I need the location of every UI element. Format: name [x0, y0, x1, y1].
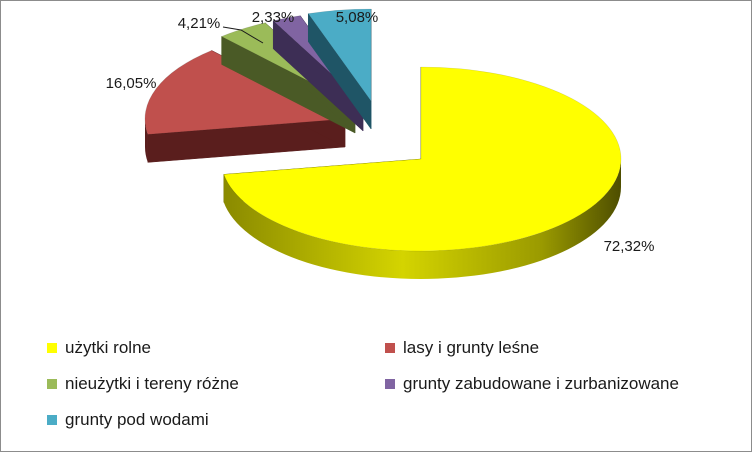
legend-swatch	[385, 379, 395, 389]
legend-label: nieużytki i tereny różne	[65, 374, 239, 393]
data-label-3: 2,33%	[252, 9, 295, 26]
legend-item-lasy: lasy i grunty leśne	[385, 338, 539, 358]
data-label-1: 16,05%	[106, 75, 157, 92]
slice-side	[145, 119, 148, 163]
leader-line	[222, 26, 264, 44]
legend-swatch	[47, 379, 57, 389]
legend-label: grunty pod wodami	[65, 410, 209, 429]
legend-label: lasy i grunty leśne	[403, 338, 540, 357]
slice-top	[144, 50, 347, 135]
pie-slice-4	[307, 8, 372, 130]
legend-label: grunty zabudowane i zurbanizowane	[403, 374, 679, 393]
legend-item-uzytki-rolne: użytki rolne	[47, 338, 151, 358]
data-label-4: 5,08%	[336, 9, 379, 26]
legend-label: użytki rolne	[65, 338, 151, 357]
legend-swatch	[385, 343, 395, 353]
legend-item-zabudowane: grunty zabudowane i zurbanizowane	[385, 374, 679, 394]
pie-chart: 72,32% 16,05% 4,21% 2,33% 5,08%	[106, 8, 655, 279]
legend-item-wody: grunty pod wodami	[47, 410, 209, 430]
slice-top	[307, 8, 372, 102]
slice-side	[223, 159, 621, 279]
legend-swatch	[47, 415, 57, 425]
data-label-2: 4,21%	[178, 15, 221, 32]
legend: użytki rolne lasy i grunty leśne nieużyt…	[39, 334, 739, 444]
data-label-0: 72,32%	[604, 238, 655, 255]
slice-top	[223, 66, 622, 252]
legend-item-nieuzytki: nieużytki i tereny różne	[47, 374, 239, 394]
pie-slice-0	[223, 66, 622, 279]
legend-swatch	[47, 343, 57, 353]
